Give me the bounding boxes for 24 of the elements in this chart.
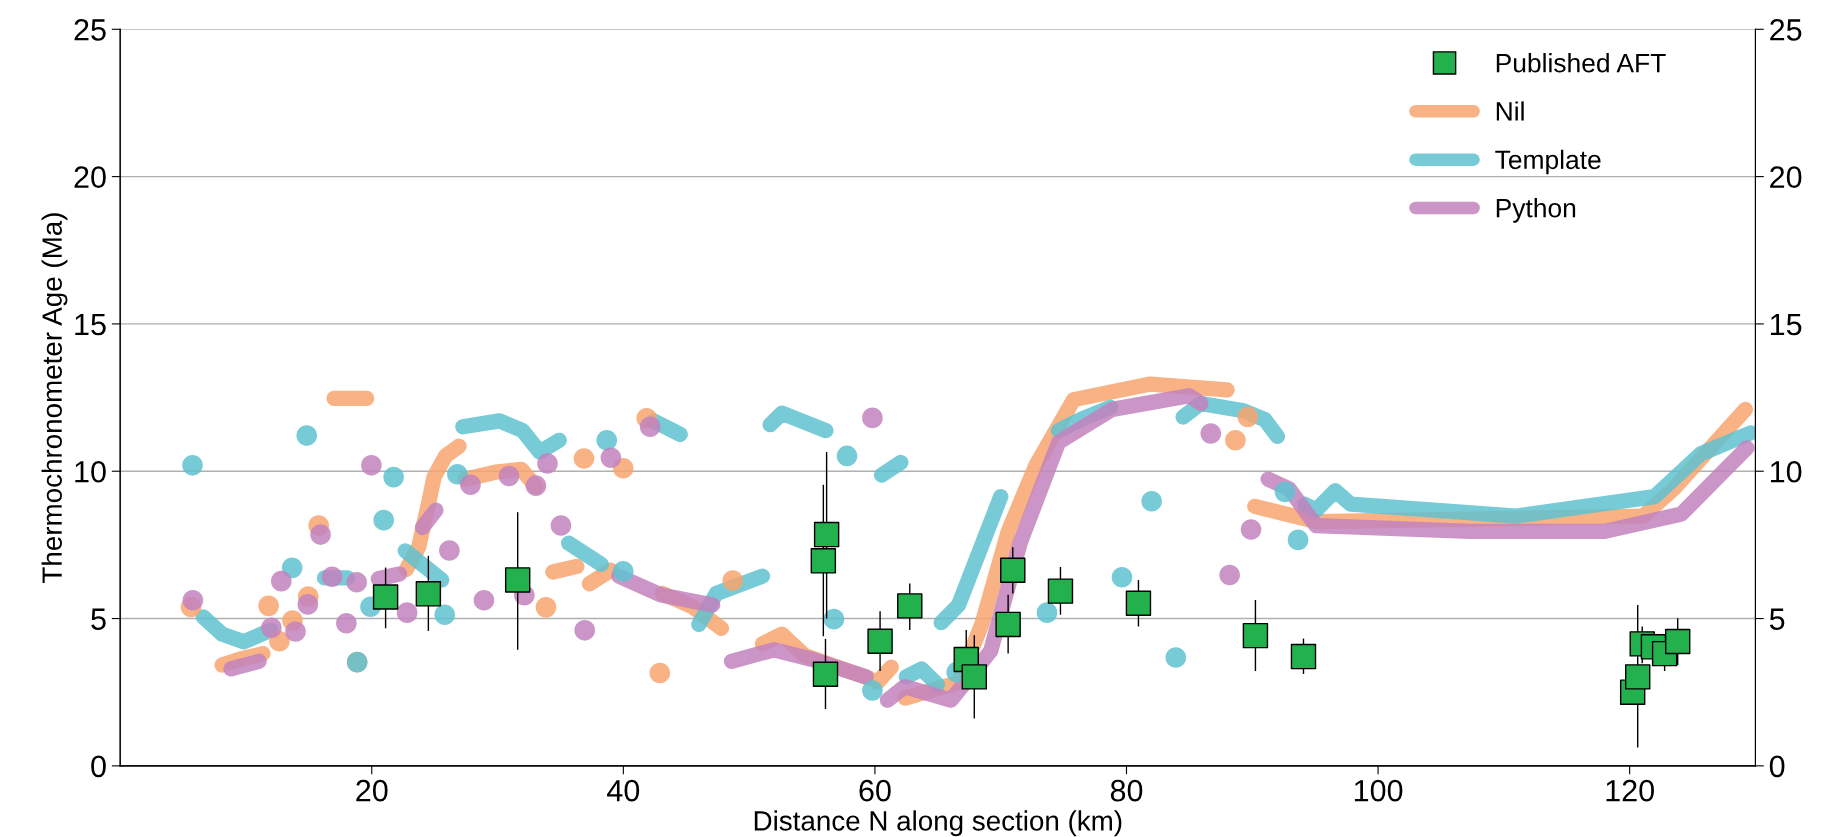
y-tick-label: 10	[75, 460, 106, 483]
y2-tick-label: 10	[1770, 460, 1802, 483]
y-axis-title: Thermochronometer Age (Ma)	[41, 213, 68, 583]
x-tick-label: 20	[356, 779, 388, 802]
x-tick-label: 100	[1354, 779, 1403, 802]
x-tick-label: 40	[607, 779, 640, 802]
y2-tick-label: 25	[1770, 19, 1802, 41]
x-axis-title: Distance N along section (km)	[754, 810, 1122, 837]
x-tick-label: 60	[859, 779, 891, 802]
y-tick-label: 15	[75, 313, 106, 336]
legend-label: Nil	[1496, 101, 1524, 121]
y2-tick-label: 15	[1770, 313, 1802, 336]
legend-label: Published AFT	[1496, 53, 1666, 73]
y-tick-label: 20	[74, 166, 106, 188]
legend-label: Template	[1495, 149, 1601, 175]
y2-tick-label: 5	[1769, 608, 1785, 630]
y2-tick-label: 20	[1770, 166, 1802, 188]
y-tick-label: 5	[91, 608, 106, 630]
x-tick-label: 80	[1110, 779, 1143, 802]
y-tick-label: 0	[91, 755, 106, 778]
y2-tick-label: 0	[1769, 755, 1785, 778]
x-tick-label: 120	[1606, 779, 1654, 802]
y-tick-label: 25	[74, 19, 106, 41]
legend-label: Python	[1496, 198, 1576, 223]
